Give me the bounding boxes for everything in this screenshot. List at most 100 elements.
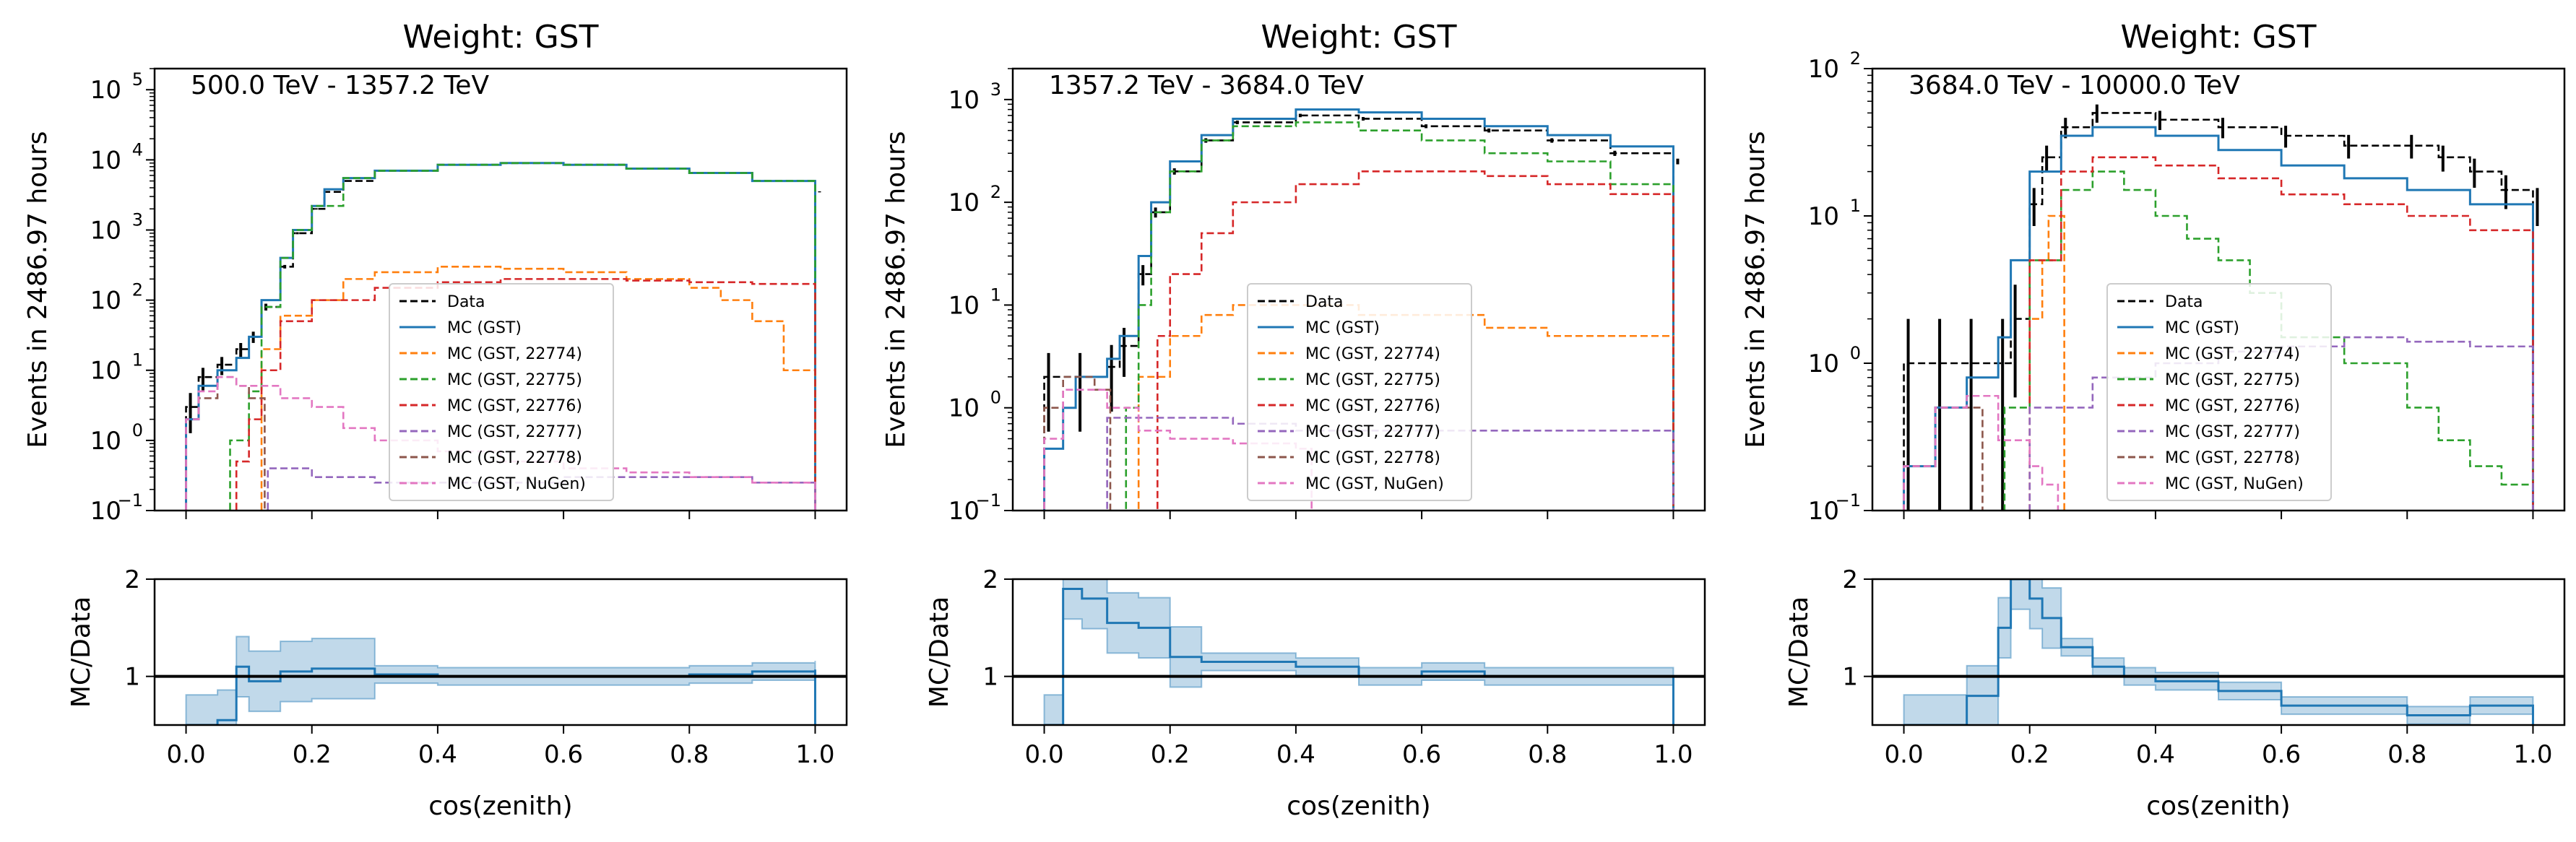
y-tick-exponent: −1 (118, 490, 143, 511)
x-axis-label: cos(zenith) (2146, 791, 2290, 821)
y-tick-base: 10 (1808, 55, 1839, 84)
panel-3: Weight: GST 3684.0 TeV - 10000.0 TeV Event… (1741, 19, 2566, 821)
series-line-mc-gst-22777 (1106, 417, 1674, 511)
y-tick-label: 10 (948, 394, 980, 423)
x-tick-label: 0.6 (544, 740, 583, 769)
x-tick-label: 1.0 (2513, 740, 2552, 769)
ratio-series-group (185, 635, 816, 725)
y-tick-label: 10 (948, 291, 980, 320)
y-tick-label: 10 (90, 427, 121, 456)
legend-entry: MC (GST, 22774) (2165, 345, 2300, 363)
legend-entry: MC (GST, NuGen) (2165, 475, 2304, 493)
y-tick-base: 10 (948, 394, 980, 423)
y-axis-label: Events in 2486.97 hours (881, 131, 911, 448)
y-tick-exponent: 5 (132, 69, 143, 90)
series-line-mc-gst-22776 (2028, 156, 2534, 511)
x-tick-label: 0.2 (1151, 740, 1190, 769)
ratio-uncertainty-band (1043, 579, 1674, 725)
panel-title: Weight: GST (1261, 19, 1456, 56)
legend-entry: MC (GST, 22778) (1305, 449, 1440, 467)
legend-entry: MC (GST, 22777) (1305, 423, 1440, 441)
legend-box (389, 283, 614, 501)
x-axis-label: cos(zenith) (1287, 791, 1430, 821)
legend-box (2106, 283, 2332, 501)
x-tick-label: 0.4 (418, 740, 457, 769)
series-line-mc-gst-nugen (1903, 394, 2059, 511)
y-tick-exponent: 1 (132, 350, 143, 370)
series-line-mc-gst-22778 (1043, 376, 1112, 511)
legend-entry: MC (GST, 22778) (447, 449, 582, 467)
legend-entry: MC (GST, NuGen) (447, 475, 586, 493)
legend-entry: Data (447, 293, 485, 311)
y-tick-label: 10 (90, 216, 121, 245)
y-tick-label: 10 (90, 76, 121, 105)
legend-entry: MC (GST) (2165, 319, 2239, 337)
x-tick-label: 0.8 (2387, 740, 2426, 769)
ratio-panel: 1 2 MC/Data 0.0 0.2 0.4 0.6 0.8 1.0 cos(zenith) (925, 565, 1706, 821)
legend-entry: MC (GST) (447, 319, 522, 337)
y-tick-base: 10 (90, 146, 121, 175)
panel-2: Weight: GST 1357.2 TeV - 3684.0 TeV Events… (881, 19, 1706, 821)
y-tick-exponent: −1 (976, 490, 1001, 511)
ratio-y-axis-label: MC/Data (925, 596, 954, 708)
main-axes-frame (1871, 67, 2566, 512)
y-tick-label: 10 (1808, 202, 1839, 231)
y-tick-label: 10 (90, 146, 121, 175)
x-tick-label: 0.4 (1276, 740, 1315, 769)
y-tick-label: 10 (90, 287, 121, 316)
x-tick-label: 0.6 (2262, 740, 2301, 769)
y-tick-base: 10 (1808, 202, 1839, 231)
x-tick-label: 0.4 (2136, 740, 2175, 769)
y-tick-exponent: 1 (1850, 196, 1861, 216)
x-tick-label: 1.0 (795, 740, 834, 769)
energy-range-label: 500.0 TeV - 1357.2 TeV (191, 71, 489, 100)
ratio-y-tick-label: 2 (1842, 565, 1858, 594)
y-tick-exponent: −1 (1836, 490, 1861, 511)
series-group (1043, 108, 1680, 511)
x-tick-label: 0.8 (1528, 740, 1567, 769)
legend-entry: Data (2165, 293, 2203, 311)
y-axis-label: Events in 2486.97 hours (1741, 131, 1771, 448)
y-tick-exponent: 2 (132, 280, 143, 300)
y-tick-exponent: 3 (990, 79, 1001, 100)
y-tick-exponent: 2 (1850, 48, 1861, 69)
y-tick-base: 10 (1808, 497, 1839, 526)
y-tick-label: 10 (1808, 497, 1839, 526)
ratio-y-axis-label: MC/Data (66, 596, 96, 708)
series-line-mc-gst-22774 (260, 265, 816, 511)
x-tick-label: 0.6 (1402, 740, 1441, 769)
legend-entry: MC (GST, NuGen) (1305, 475, 1444, 493)
ratio-y-tick-label: 1 (124, 663, 140, 692)
ratio-axes-frame (1871, 578, 2566, 726)
ratio-y-tick-label: 2 (982, 565, 998, 594)
y-axis-label: Events in 2486.97 hours (23, 131, 53, 448)
panel-title: Weight: GST (2120, 19, 2316, 56)
legend-entry: MC (GST, 22776) (447, 397, 582, 415)
x-tick-label: 0.2 (293, 740, 332, 769)
y-tick-base: 10 (948, 86, 980, 115)
x-axis-label: cos(zenith) (428, 791, 572, 821)
legend-entry: MC (GST, 22775) (2165, 371, 2300, 389)
main-axes-frame (1011, 67, 1706, 512)
y-tick-label: 10 (948, 86, 980, 115)
legend-entry: MC (GST, 22774) (1305, 345, 1440, 363)
x-tick-label: 0.8 (670, 740, 709, 769)
y-tick-label: 10 (90, 357, 121, 386)
energy-range-label: 3684.0 TeV - 10000.0 TeV (1909, 71, 2240, 100)
series-line-data (1903, 112, 2534, 511)
x-tick-label: 0.0 (167, 740, 206, 769)
y-tick-base: 10 (90, 497, 121, 526)
legend-entry: MC (GST, 22775) (447, 371, 582, 389)
ratio-y-axis-label: MC/Data (1784, 596, 1814, 708)
y-tick-base: 10 (948, 188, 980, 217)
y-tick-base: 10 (90, 357, 121, 386)
panel-1: Weight: GST 500.0 TeV - 1357.2 TeV Events … (23, 19, 848, 821)
y-tick-label: 10 (1808, 55, 1839, 84)
series-line-mc-gst (1903, 126, 2534, 511)
panel-title: Weight: GST (402, 19, 598, 56)
y-tick-exponent: 0 (1850, 343, 1861, 363)
x-tick-label: 0.2 (2010, 740, 2049, 769)
series-line-mc-gst (1043, 108, 1674, 511)
series-line-mc-gst-nugen (185, 376, 816, 511)
